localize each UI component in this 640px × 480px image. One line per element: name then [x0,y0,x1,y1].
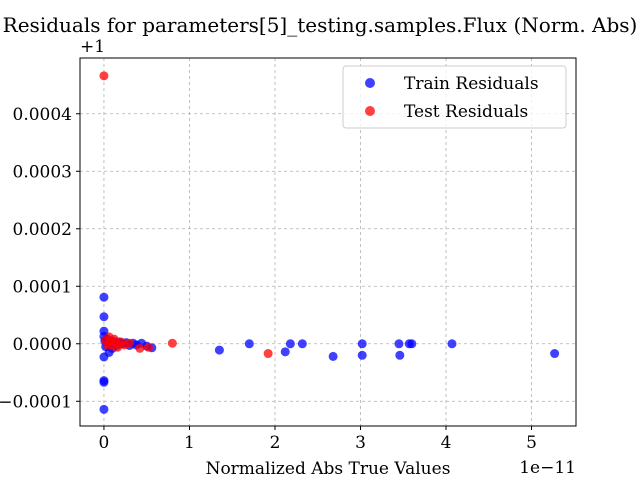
y-tick-label: 0.0002 [13,220,72,240]
train-residual-point [395,350,405,360]
train-residual-point [297,339,307,349]
train-residual-point [99,377,109,387]
legend-marker-test [365,106,375,116]
x-tick-label: 5 [526,433,537,453]
legend-frame [342,65,567,129]
x-offset-label: 1e−11 [519,458,576,478]
train-residual-point [244,339,254,349]
legend-label-test: Test Residuals [404,102,528,122]
x-tick-label: 0 [99,433,110,453]
train-residual-point [357,350,367,360]
chart-title: Residuals for parameters[5]_testing.samp… [3,13,638,37]
test-residual-point [143,342,153,352]
train-residual-point [99,292,109,302]
x-axis-label: Normalized Abs True Values [206,459,451,479]
train-residual-point [285,339,295,349]
y-tick-label: 0.0004 [13,105,72,125]
train-residual-point [99,312,109,322]
train-residual-point [407,339,417,349]
y-tick-label: −0.0001 [0,392,72,412]
axis-ticks: 0 1 2 3 4 5 −0.0001 0.0000 0.0001 0.0002 0.0003 0.0… [0,105,537,453]
train-residual-point [394,339,404,349]
test-residual-point [99,71,109,81]
train-residual-point [550,349,560,359]
legend-label-train: Train Residuals [404,74,539,94]
legend-marker-train [365,78,375,88]
train-residual-point [214,345,224,355]
train-residual-point [447,339,457,349]
x-tick-label: 3 [355,433,366,453]
axes-frame [79,57,577,427]
data-points [99,71,560,414]
test-residual-point [125,338,135,348]
train-residual-point [328,351,338,361]
x-tick-label: 1 [184,433,195,453]
train-residual-point [280,347,290,357]
test-residual-point [263,349,273,359]
test-residual-point [167,338,177,348]
train-residual-point [99,404,109,414]
y-tick-label: 0.0003 [13,162,72,182]
x-tick-label: 4 [441,433,452,453]
test-residual-point [135,343,145,353]
y-tick-label: 0.0001 [13,277,72,297]
x-tick-label: 2 [270,433,281,453]
train-residual-point [357,339,367,349]
y-offset-label: +1 [80,37,105,57]
y-tick-label: 0.0000 [13,335,72,355]
legend: Train Residuals Test Residuals [342,65,567,129]
